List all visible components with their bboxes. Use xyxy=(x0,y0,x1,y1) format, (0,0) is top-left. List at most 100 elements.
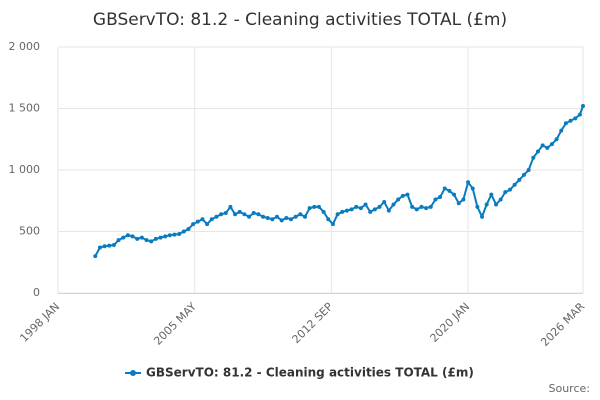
point xyxy=(242,212,247,217)
point xyxy=(442,186,447,191)
point xyxy=(195,219,200,224)
point xyxy=(177,231,182,236)
point xyxy=(321,209,326,214)
point xyxy=(358,206,363,211)
point xyxy=(316,204,321,209)
point xyxy=(200,217,205,222)
point xyxy=(410,204,415,209)
point xyxy=(414,207,419,212)
x-tick-label: 2020 JAN xyxy=(428,300,473,345)
point xyxy=(549,142,554,147)
point xyxy=(298,212,303,217)
point xyxy=(489,192,494,197)
point xyxy=(354,204,359,209)
point xyxy=(424,206,429,211)
point xyxy=(116,238,121,243)
point xyxy=(125,233,130,238)
y-tick-label: 1 000 xyxy=(9,163,41,176)
point xyxy=(396,197,401,202)
point xyxy=(223,211,228,216)
point xyxy=(526,168,531,172)
point xyxy=(377,204,382,209)
x-tick-label: 2005 MAY xyxy=(151,300,199,348)
point xyxy=(205,222,210,227)
point xyxy=(312,204,317,209)
point xyxy=(563,121,568,126)
y-tick-label: 2 000 xyxy=(9,40,41,53)
point xyxy=(247,214,252,219)
point xyxy=(433,197,438,202)
point xyxy=(149,239,154,244)
point xyxy=(368,209,373,214)
point xyxy=(349,207,354,212)
point xyxy=(554,137,559,142)
point xyxy=(419,204,424,209)
point xyxy=(335,212,340,217)
point xyxy=(363,202,368,207)
legend-label: GBServTO: 81.2 - Cleaning activities TOT… xyxy=(146,366,474,380)
point xyxy=(330,222,335,227)
point xyxy=(209,217,214,222)
point xyxy=(102,244,107,249)
x-tick-label: 2026 MAR xyxy=(538,300,587,349)
point xyxy=(494,202,499,207)
point xyxy=(428,204,433,209)
point xyxy=(382,199,387,204)
point xyxy=(386,208,391,213)
point xyxy=(237,209,242,214)
point xyxy=(121,235,126,240)
point xyxy=(93,254,98,259)
point xyxy=(581,104,585,109)
point xyxy=(130,234,135,239)
point xyxy=(521,172,526,177)
point xyxy=(559,128,564,133)
point xyxy=(507,187,512,192)
point xyxy=(517,177,522,182)
point xyxy=(158,235,163,240)
source: Source: xyxy=(549,382,591,395)
point xyxy=(498,197,503,202)
point xyxy=(111,243,116,248)
point xyxy=(265,215,270,220)
point xyxy=(480,214,485,219)
point xyxy=(456,201,461,206)
point xyxy=(144,238,149,243)
point xyxy=(577,112,582,117)
y-tick-label: 1 500 xyxy=(9,102,41,115)
point xyxy=(568,118,573,123)
point xyxy=(545,145,550,150)
point xyxy=(251,211,256,216)
point xyxy=(107,243,112,248)
chart-title: GBServTO: 81.2 - Cleaning activities TOT… xyxy=(93,10,507,30)
point xyxy=(484,202,489,207)
legend-marker xyxy=(130,370,136,376)
point xyxy=(512,182,517,187)
point xyxy=(475,204,480,209)
point xyxy=(503,190,508,195)
point xyxy=(288,217,293,222)
point xyxy=(452,192,457,197)
point xyxy=(167,233,172,238)
x-tick-label: 2012 SEP xyxy=(290,300,336,346)
point xyxy=(447,188,452,193)
point xyxy=(326,217,331,222)
point xyxy=(219,212,224,217)
point xyxy=(573,116,578,121)
point xyxy=(261,214,266,219)
point xyxy=(172,232,177,237)
x-tick-label: 1998 JAN xyxy=(17,300,62,345)
point xyxy=(531,155,536,160)
point xyxy=(233,212,238,217)
point xyxy=(279,218,284,223)
point xyxy=(153,236,158,241)
point xyxy=(302,214,307,219)
point xyxy=(186,227,191,232)
point xyxy=(372,207,377,212)
point xyxy=(284,215,289,220)
point xyxy=(293,214,298,219)
point xyxy=(535,149,540,154)
point xyxy=(256,212,261,217)
series-line xyxy=(94,105,584,257)
point xyxy=(270,217,275,222)
